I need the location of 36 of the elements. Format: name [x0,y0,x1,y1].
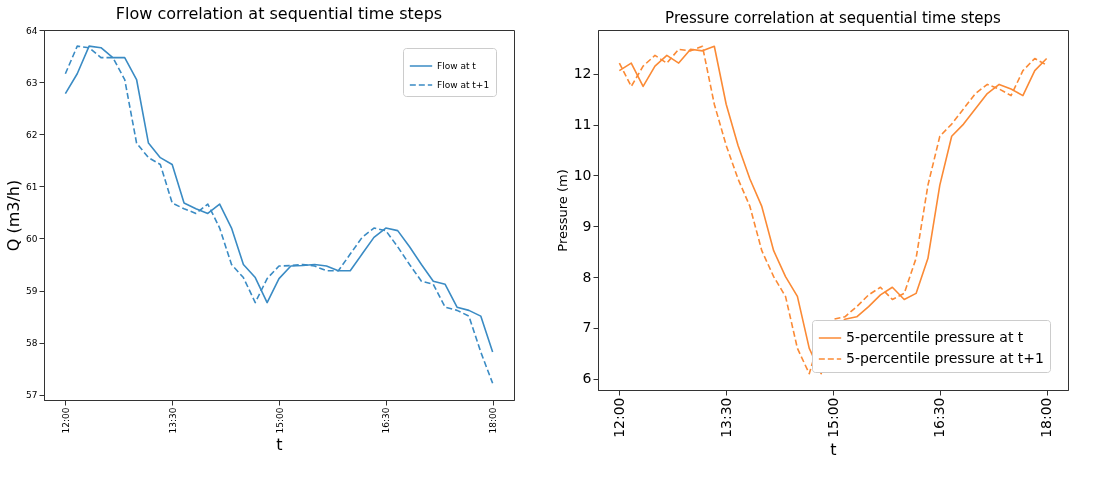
y-tick-label: 64 [26,25,38,36]
y-tick-label: 7 [582,319,592,336]
y-tick-label: 59 [26,286,38,297]
chart-title: Flow correlation at sequential time steps [115,4,443,23]
y-tick-label: 57 [26,390,38,401]
x-tick-label: 15:00 [274,407,285,434]
y-tick-label: 11 [573,116,592,133]
y-tick-label: 12 [573,65,592,82]
y-tick-label: 6 [582,370,592,387]
line-series [618,45,1048,375]
x-axis-title: t [830,439,837,459]
x-tick-label: 15:00 [824,397,841,438]
x-tick-label: 13:30 [167,407,178,434]
y-axis-title: Q (m3/h) [4,179,24,252]
x-tick-label: 18:00 [488,407,499,434]
x-axis-title: t [276,435,283,455]
x-tick-label: 16:30 [931,397,948,438]
legend-label: Flow at t+1 [437,80,490,90]
y-tick-label: 60 [26,233,38,244]
y-tick-label: 9 [582,217,592,234]
y-tick-label: 58 [26,338,38,349]
legend-label: 5-percentile pressure at t+1 [846,350,1044,366]
legend-label: 5-percentile pressure at t [846,329,1024,345]
x-tick-label: 13:30 [717,397,734,438]
y-tick-label: 8 [582,268,592,285]
x-tick-label: 16:30 [381,407,392,434]
legend-label: Flow at t [437,61,477,71]
x-tick-label: 12:00 [60,407,71,434]
x-tick-label: 18:00 [1038,397,1055,438]
y-tick-label: 61 [26,181,38,192]
y-tick-label: 62 [26,129,38,140]
y-axis-title: Pressure (m) [554,169,570,252]
chart-title: Pressure correlation at sequential time steps [665,9,1002,27]
x-tick-label: 12:00 [610,397,627,438]
y-tick-label: 10 [573,166,592,183]
y-tick-label: 63 [26,77,38,88]
